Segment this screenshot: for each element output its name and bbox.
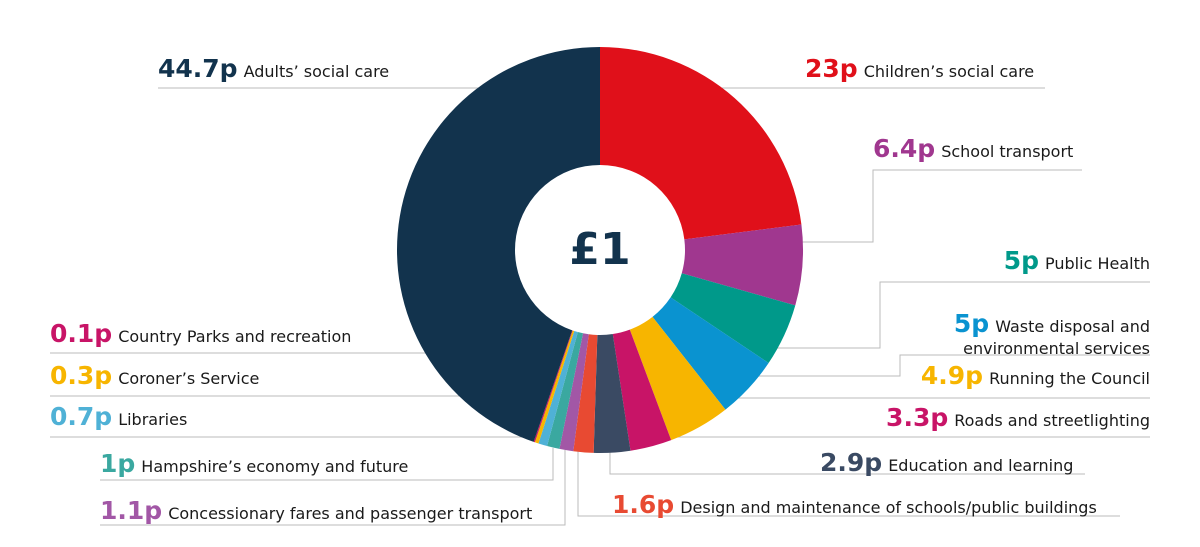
slice-label: 4.9p Running the Council bbox=[921, 363, 1150, 390]
category-label: Coroner’s Service bbox=[118, 369, 260, 388]
category-label: Waste disposal and environmental service… bbox=[963, 317, 1150, 358]
slice-label: 1.6p Design and maintenance of schools/pu… bbox=[612, 492, 1097, 519]
slice-label: 0.1p Country Parks and recreation bbox=[50, 321, 352, 348]
category-label: Concessionary fares and passenger transp… bbox=[168, 504, 533, 523]
value-label: 1.1p bbox=[100, 496, 163, 525]
value-label: 5p bbox=[1003, 246, 1040, 275]
value-label: 1.6p bbox=[612, 490, 675, 519]
slice-label: 5p Public Health bbox=[1004, 248, 1150, 275]
value-label: 0.7p bbox=[50, 402, 113, 431]
category-label: Running the Council bbox=[989, 369, 1150, 388]
leader-line bbox=[735, 354, 1150, 377]
category-label: Hampshire’s economy and future bbox=[141, 457, 409, 476]
slice-label: 44.7p Adults’ social care bbox=[158, 56, 390, 83]
center-label: £1 bbox=[569, 224, 630, 275]
donut-slice bbox=[670, 273, 796, 364]
donut-slice bbox=[397, 47, 600, 442]
value-label: 3.3p bbox=[886, 403, 949, 432]
donut-slice bbox=[533, 330, 573, 443]
category-label: Public Health bbox=[1045, 254, 1150, 273]
donut-slice bbox=[559, 333, 589, 452]
slice-label: 0.7p Libraries bbox=[50, 404, 188, 431]
category-label: School transport bbox=[941, 142, 1074, 161]
donut-slice bbox=[612, 329, 672, 451]
donut-slice bbox=[681, 224, 804, 306]
slice-label: 5p Waste disposal and environmental servi… bbox=[940, 311, 1150, 360]
value-label: 44.7p bbox=[158, 54, 238, 83]
slice-label: 0.3p Coroner’s Service bbox=[50, 363, 260, 390]
category-label: Country Parks and recreation bbox=[118, 327, 352, 346]
leader-line bbox=[795, 169, 1082, 243]
donut-slice bbox=[534, 330, 575, 444]
donut-slice bbox=[573, 334, 598, 453]
donut-slice bbox=[593, 334, 631, 453]
leader-line bbox=[609, 445, 1085, 475]
leader-line bbox=[577, 450, 1120, 517]
leader-line bbox=[100, 450, 566, 526]
value-label: 0.1p bbox=[50, 319, 113, 348]
category-label: Adults’ social care bbox=[243, 62, 390, 81]
value-label: 1p bbox=[100, 449, 136, 478]
slice-label: 1.1p Concessionary fares and passenger tr… bbox=[100, 498, 533, 525]
category-label: Design and maintenance of schools/public… bbox=[680, 498, 1097, 517]
slice-label: 3.3p Roads and streetlighting bbox=[886, 405, 1150, 432]
value-label: 4.9p bbox=[920, 361, 984, 390]
donut-slice bbox=[600, 47, 802, 240]
category-label: Libraries bbox=[118, 410, 188, 429]
donut-slice bbox=[652, 297, 769, 410]
value-label: 2.9p bbox=[820, 448, 883, 477]
slice-label: 6.4p School transport bbox=[873, 136, 1074, 163]
value-label: 23p bbox=[805, 54, 858, 83]
value-label: 5p bbox=[953, 309, 990, 338]
leader-line bbox=[100, 448, 554, 481]
value-label: 6.4p bbox=[873, 134, 936, 163]
slice-label: 23p Children’s social care bbox=[805, 56, 1035, 83]
donut-slice bbox=[547, 332, 584, 449]
donut-slice bbox=[629, 316, 726, 441]
value-label: 0.3p bbox=[50, 361, 113, 390]
category-label: Children’s social care bbox=[863, 62, 1035, 81]
slice-label: 1p Hampshire’s economy and future bbox=[100, 451, 409, 478]
category-label: Roads and streetlighting bbox=[954, 411, 1150, 430]
slice-label: 2.9p Education and learning bbox=[820, 450, 1074, 477]
category-label: Education and learning bbox=[888, 456, 1074, 475]
donut-slice bbox=[538, 331, 578, 446]
leader-line bbox=[765, 281, 1150, 349]
